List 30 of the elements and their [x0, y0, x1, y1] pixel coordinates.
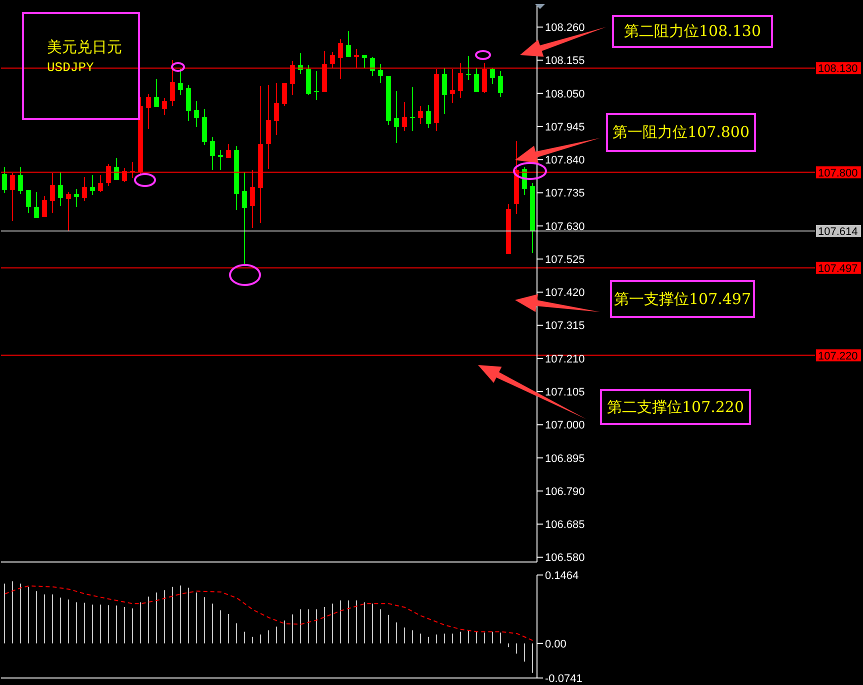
text: 第一阻力位107.800 [606, 113, 756, 152]
y-tick-label: 108.155 [545, 55, 585, 68]
ref-line-label: 107.614 [818, 226, 858, 238]
y-tick-label: 108.260 [545, 22, 585, 34]
y-tick-label: 0.1464 [545, 570, 579, 582]
y-tick-label: 108.050 [545, 88, 585, 100]
y-tick-label: 106.790 [545, 486, 585, 498]
text: 第二阻力位108.130 [612, 15, 773, 48]
text: 第二支撑位107.220 [600, 389, 751, 425]
text: 第一支撑位107.497 [610, 280, 755, 318]
y-tick-label: 107.945 [545, 121, 585, 134]
y-tick-label: 107.840 [545, 154, 585, 167]
y-tick-label: 107.105 [545, 386, 585, 398]
ref-line-label: 107.220 [818, 350, 858, 362]
ref-line-label: 107.800 [818, 167, 858, 180]
y-tick-label: 107.210 [545, 353, 585, 366]
text: 美元兑日元 [47, 38, 122, 57]
y-tick-label: 106.895 [545, 452, 585, 465]
y-tick-label: 107.315 [545, 320, 585, 332]
ref-line-label: 107.497 [818, 262, 858, 275]
y-tick-label: 0.00 [545, 638, 566, 650]
ref-line-label: 108.130 [818, 63, 858, 76]
y-tick-label: 107.630 [545, 220, 585, 233]
y-tick-label: 106.580 [545, 552, 585, 564]
y-tick-label: 107.525 [545, 254, 585, 266]
y-tick-label: 107.735 [545, 188, 585, 200]
y-tick-label: 106.685 [545, 519, 585, 532]
y-tick-label: 107.000 [545, 420, 585, 432]
y-tick-label: 107.420 [545, 287, 585, 300]
y-tick-label: -0.0741 [545, 672, 582, 685]
